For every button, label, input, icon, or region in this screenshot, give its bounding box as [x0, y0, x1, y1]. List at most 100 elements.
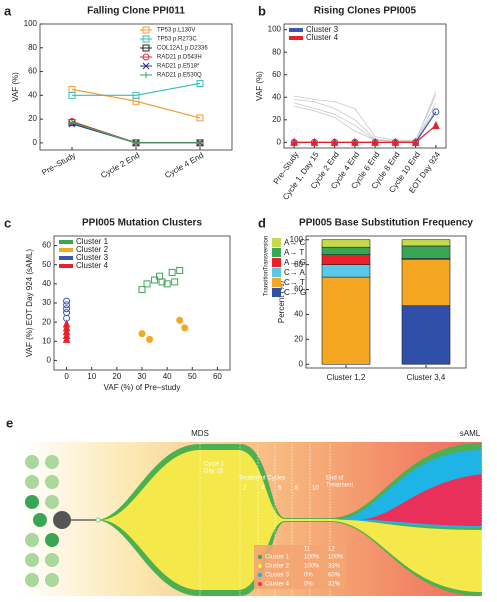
plot-frame [305, 235, 467, 369]
table-cell: 100% [304, 555, 320, 561]
legend-dot [258, 582, 262, 586]
data-point [69, 119, 75, 126]
start-label: MDS [191, 429, 209, 438]
legend-marker [142, 44, 150, 52]
x-tick-label: Cluster 1,2 [327, 373, 366, 382]
data-point [138, 286, 146, 294]
table-cell: 100% [328, 555, 344, 561]
y-tick-label: 0 [277, 137, 282, 146]
y-tick-label: 40 [294, 310, 303, 319]
y-tick-label: 0 [299, 359, 304, 368]
series-line [294, 94, 437, 141]
y-axis-label: VAF (%) [11, 72, 20, 102]
data-point [196, 114, 204, 122]
data-point [171, 278, 179, 286]
legend-label: Cluster 2 [76, 245, 109, 254]
x-tick-label: 20 [112, 372, 121, 381]
legend-marker [143, 72, 149, 78]
legend-label: A→ G [284, 258, 306, 267]
origin-dot [95, 517, 101, 523]
data-point [63, 309, 71, 317]
legend-label: A→ T [284, 248, 304, 257]
bar-segment [401, 239, 451, 247]
founder-cell [53, 511, 71, 529]
cycle-label: Day 15 [204, 469, 224, 475]
x-tick-label: Cycle 4 End [163, 151, 205, 180]
cycle-tick: 6 [278, 486, 282, 492]
bar-segment [321, 254, 371, 265]
data-point [68, 91, 76, 99]
table-rows: Cluster 1 100% 100% Cluster 2 100% 33% Cluster… [265, 555, 344, 588]
data-point [330, 137, 339, 146]
timepoint: 11 [304, 547, 311, 553]
bar-segment [401, 259, 451, 307]
panel-label: c [4, 215, 11, 230]
chart-title: Rising Clones PPI005 [314, 6, 417, 17]
series-line [294, 99, 437, 142]
legend-marker [142, 62, 150, 70]
y-tick-label: 100 [268, 25, 282, 34]
y-tick-label: 30 [42, 298, 51, 307]
x-tick-label: 50 [188, 372, 197, 381]
end-of-treatment: Treatment [326, 483, 353, 489]
chart-title: PPI005 Base Substitution Frequency [299, 218, 473, 229]
series-line [294, 91, 437, 142]
legend-label: Cluster 1 [76, 237, 109, 246]
data-point [151, 276, 159, 284]
y-tick-label: 60 [42, 241, 51, 250]
bar-segment [401, 245, 451, 259]
bar-segment [321, 276, 371, 365]
data-point [132, 91, 140, 99]
legend-label: A→ C [284, 238, 306, 247]
legend-dot [258, 564, 262, 568]
chart-title: PPI005 Mutation Clusters [82, 218, 202, 229]
x-tick-label: 0 [64, 372, 69, 381]
y-tick-label: 20 [42, 317, 51, 326]
y-tick-label: 40 [42, 279, 51, 288]
legend-label: Cluster 3 [306, 25, 339, 34]
series-line [71, 88, 201, 119]
x-tick-label: Cluster 3,4 [407, 373, 446, 382]
data-point [163, 280, 171, 288]
data-point [432, 108, 440, 116]
data-point [62, 319, 71, 328]
data-point [138, 330, 146, 338]
legend-swatch [272, 248, 281, 257]
y-tick-label: 60 [294, 285, 303, 294]
cycle-tick: 2 [243, 486, 247, 492]
plot-frame [283, 23, 447, 149]
legend-swatch [272, 258, 281, 267]
legend-label: RAD21 p.D543H [157, 55, 202, 61]
data-point [371, 137, 379, 146]
y-tick-label: 20 [28, 114, 37, 123]
data-point [411, 137, 420, 146]
legend-label: RAD21 p.E530Q [157, 73, 202, 79]
cluster-2-region [100, 450, 482, 592]
data-point [196, 79, 204, 87]
table-cell: Cluster 1 [265, 555, 290, 561]
legend-swatch [59, 256, 73, 260]
table-cell: 0% [304, 582, 313, 588]
bar-segment [401, 305, 451, 365]
fish-plot: e MDS sAML Cycle 1 Day 15 Treatment Cycl… [6, 415, 483, 596]
table-cell: Cluster 4 [265, 582, 290, 588]
x-axis-label: VAF (%) of Pre–study [104, 383, 181, 392]
data-point [181, 324, 189, 332]
chart-title: Falling Clone PPI011 [87, 6, 185, 17]
cycle-label: Cycle 1 [204, 462, 225, 468]
legend-marker [142, 26, 150, 34]
data-point [391, 137, 400, 146]
y-tick-label: 40 [272, 92, 281, 101]
data-point [143, 280, 151, 288]
data-point [290, 137, 298, 146]
panel-label: b [258, 3, 266, 18]
data-point [351, 137, 359, 146]
y-tick-label: 50 [42, 260, 51, 269]
bar-segment [321, 264, 371, 278]
x-tick-label: 10 [87, 372, 96, 381]
data-point [310, 137, 319, 146]
legend-group: Transition [264, 270, 270, 296]
y-tick-label: 100 [290, 235, 304, 244]
legend-label: COL12A1 p.D2336 [157, 46, 208, 52]
cycle-tick: 4 [261, 486, 265, 492]
